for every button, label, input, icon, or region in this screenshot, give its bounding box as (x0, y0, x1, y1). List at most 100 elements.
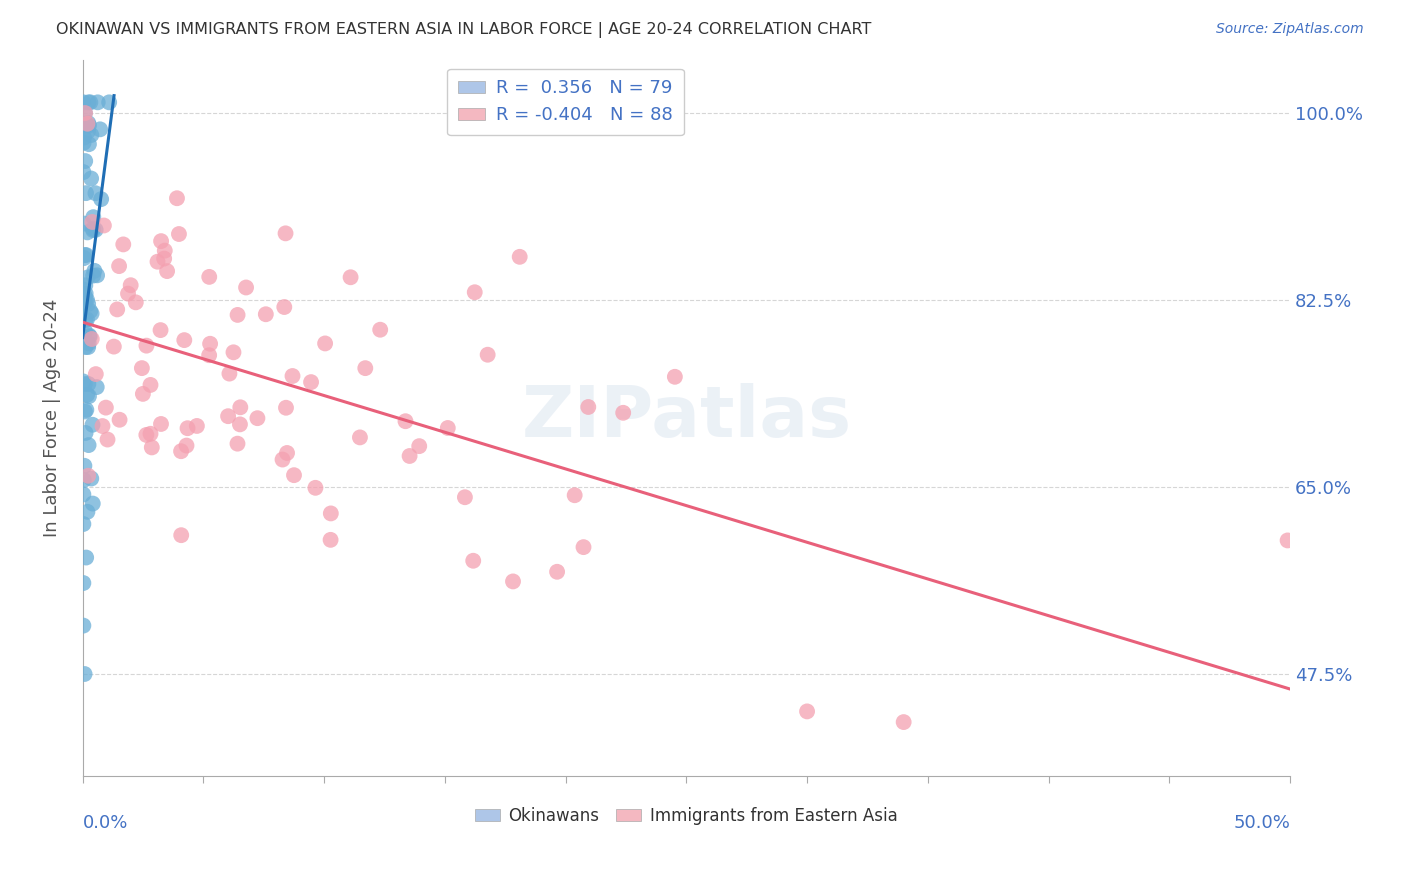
Point (186, 419, 208, 434)
Point (75, 313, 97, 327)
Point (319, 507, 342, 521)
Point (77, 137, 100, 152)
Point (572, 540, 595, 554)
Point (149, 323, 172, 337)
Point (84, 367, 107, 381)
Point (77, 336, 100, 351)
Point (254, 307, 277, 321)
Point (82, 223, 104, 237)
Point (73, 404, 96, 418)
Y-axis label: In Labor Force | Age 20-24: In Labor Force | Age 20-24 (44, 298, 60, 537)
Point (271, 452, 294, 467)
Point (80, 171, 103, 186)
Point (281, 369, 304, 384)
Point (276, 446, 298, 460)
Point (273, 300, 295, 314)
Point (72, 375, 94, 389)
Point (73, 473, 96, 487)
Point (893, 715, 915, 730)
Point (502, 574, 524, 589)
Point (217, 409, 239, 424)
Text: 0.0%: 0.0% (83, 814, 128, 832)
Point (546, 565, 568, 579)
Point (77, 116, 100, 130)
Point (354, 361, 377, 376)
Point (454, 490, 477, 504)
Point (72, 95, 94, 110)
Point (176, 421, 198, 435)
Point (75, 425, 97, 440)
Point (509, 250, 531, 264)
Point (304, 481, 326, 495)
Point (436, 421, 458, 435)
Point (349, 430, 371, 444)
Point (76, 505, 98, 519)
Point (72, 136, 94, 150)
Point (72, 165, 94, 179)
Point (82, 210, 104, 224)
Point (117, 286, 139, 301)
Point (90, 192, 112, 206)
Point (319, 533, 342, 547)
Point (76, 293, 98, 307)
Point (76, 226, 98, 240)
Point (103, 340, 125, 354)
Point (73, 458, 96, 473)
Point (120, 278, 142, 293)
Point (76, 270, 98, 285)
Point (72, 576, 94, 591)
Point (72, 487, 94, 501)
Point (176, 439, 198, 453)
Point (86, 380, 108, 394)
Point (274, 227, 297, 241)
Point (73, 295, 96, 310)
Point (198, 336, 221, 351)
Point (77, 124, 100, 138)
Point (153, 252, 176, 266)
Point (84, 186, 107, 201)
Point (75, 248, 97, 262)
Point (72, 292, 94, 306)
Point (398, 449, 420, 463)
Point (94, 401, 117, 415)
Point (146, 254, 169, 268)
Point (477, 348, 499, 362)
Point (112, 237, 135, 252)
Point (98, 95, 121, 110)
Point (75, 278, 97, 293)
Point (105, 302, 128, 317)
Point (72, 618, 94, 632)
Point (80, 471, 103, 485)
Point (82, 215, 104, 229)
Text: OKINAWAN VS IMMIGRANTS FROM EASTERN ASIA IN LABOR FORCE | AGE 20-24 CORRELATION : OKINAWAN VS IMMIGRANTS FROM EASTERN ASIA… (56, 22, 872, 38)
Point (141, 441, 163, 455)
Point (75, 118, 97, 132)
Point (82, 417, 104, 432)
Point (198, 269, 221, 284)
Point (75, 286, 97, 301)
Point (83, 264, 105, 278)
Point (72, 286, 94, 301)
Point (72, 516, 94, 531)
Text: ZIPatlas: ZIPatlas (522, 383, 852, 452)
Point (76, 117, 98, 131)
Point (108, 259, 131, 273)
Point (1277, 533, 1299, 548)
Point (76, 388, 98, 402)
Point (73, 377, 96, 392)
Point (73, 667, 96, 681)
Point (135, 339, 157, 353)
Point (108, 413, 131, 427)
Point (170, 444, 193, 458)
Point (96, 433, 118, 447)
Point (73, 324, 96, 338)
Point (89, 122, 111, 136)
Point (80, 306, 103, 320)
Point (73, 106, 96, 120)
Point (73, 248, 96, 262)
Point (226, 308, 249, 322)
Point (170, 528, 193, 542)
Point (314, 336, 336, 351)
Point (72, 217, 94, 231)
Point (82, 221, 104, 235)
